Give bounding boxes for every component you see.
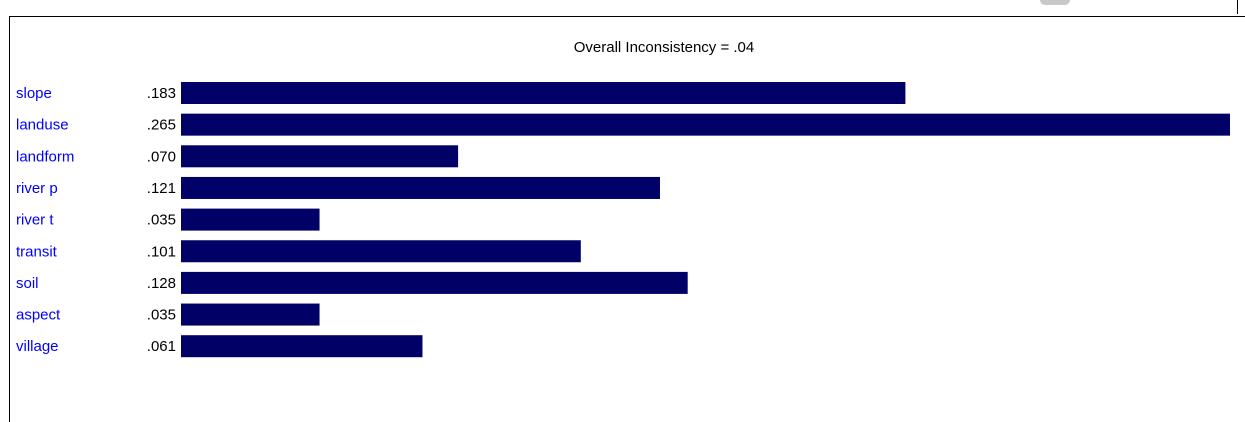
category-label: river t: [16, 212, 54, 229]
value-label: .035: [147, 307, 176, 324]
category-label: landuse: [16, 117, 69, 134]
bar: [181, 303, 320, 326]
corner-divider: [1237, 0, 1238, 14]
value-label: .128: [147, 275, 176, 292]
bar: [181, 176, 660, 199]
bar: [181, 113, 1230, 136]
value-label: .265: [147, 117, 176, 134]
chart-rows: slope .183 landuse .265 landform .070 river p.…: [16, 82, 1230, 358]
value-label: .101: [147, 243, 176, 260]
category-label: river p: [16, 180, 58, 197]
category-label: transit: [16, 243, 58, 260]
bar: [181, 240, 581, 263]
value-label: .070: [147, 148, 176, 165]
category-label: soil: [16, 275, 39, 292]
bar: [181, 145, 459, 168]
category-label: village: [16, 338, 59, 355]
corner-smudge: [1040, 0, 1070, 5]
chart-panel: [9, 16, 1245, 422]
category-label: landform: [16, 148, 74, 165]
value-label: .121: [147, 180, 176, 197]
value-label: .061: [147, 338, 176, 355]
category-label: aspect: [16, 307, 61, 324]
chart-title: Overall Inconsistency = .04: [574, 39, 755, 56]
bar: [181, 82, 906, 104]
value-label: .035: [147, 212, 176, 229]
category-label: slope: [16, 85, 52, 102]
bar: [181, 208, 320, 231]
bar: [181, 335, 423, 358]
value-label: .183: [147, 85, 176, 102]
bar: [181, 271, 688, 294]
